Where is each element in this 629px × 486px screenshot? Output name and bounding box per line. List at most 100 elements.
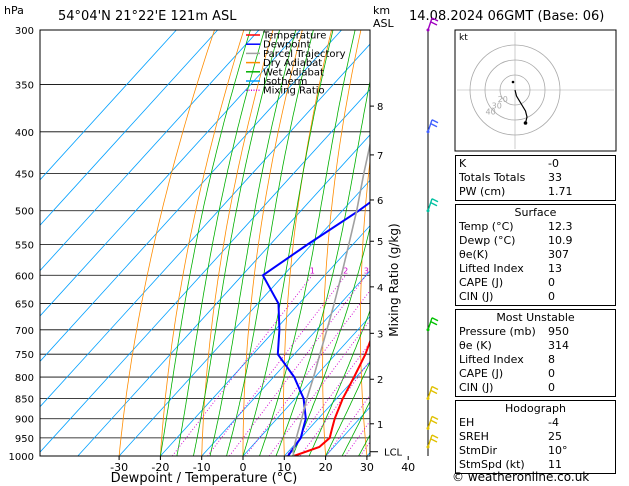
mixing-ratio-line xyxy=(171,275,313,456)
hodograph-stat-row: SREH 25 xyxy=(459,430,612,444)
surface-row: CAPE (J) 0 xyxy=(459,276,612,290)
surface-value: 13 xyxy=(548,262,562,275)
mixing-ratio-label: 10 xyxy=(428,266,438,275)
isotherm xyxy=(40,43,370,408)
isotherm xyxy=(40,30,342,362)
dry-adiabat xyxy=(359,157,370,456)
wind-barb-flag xyxy=(431,434,439,439)
wind-barb-staff xyxy=(427,198,433,211)
wet-adiabat xyxy=(292,226,370,456)
pressure-tick-label: 750 xyxy=(15,350,34,361)
isotherm xyxy=(242,315,370,456)
dry-adiabat xyxy=(322,30,362,456)
wet-adiabat xyxy=(341,400,370,456)
legend-label: Temperature xyxy=(262,31,326,42)
surface-label: CAPE (J) xyxy=(459,276,504,289)
isotherm xyxy=(201,270,370,456)
wet-adiabat xyxy=(193,30,280,456)
wind-barb-flag xyxy=(430,21,438,26)
totals-totals-row: Totals Totals 33 xyxy=(459,171,562,184)
hodograph-stat-value: 25 xyxy=(548,430,562,443)
wet-adiabat xyxy=(176,30,265,456)
surface-label: Lifted Index xyxy=(459,262,524,275)
datetime-title: 14.08.2024 06GMT (Base: 06) xyxy=(409,9,604,24)
x-tick-label: 40 xyxy=(401,461,415,474)
pressure-tick-label: 800 xyxy=(15,373,34,384)
x-tick-label: 30 xyxy=(360,461,374,474)
legend-label: Wet Adiabat xyxy=(263,67,324,78)
wind-barb-flag xyxy=(431,119,439,124)
wind-barb-flag xyxy=(431,415,439,421)
mixing-ratio-line xyxy=(268,319,370,456)
x-tick-label: -30 xyxy=(110,461,128,474)
x-tick-label: -20 xyxy=(151,461,169,474)
wet-adiabat xyxy=(226,30,314,456)
wet-adiabat xyxy=(160,30,251,456)
isotherm xyxy=(40,30,177,181)
mixing-ratio-axis-title: Mixing Ratio (g/kg) xyxy=(387,223,401,336)
asl-unit-label: ASL xyxy=(373,17,395,30)
most-unstable-row: Lifted Index 8 xyxy=(459,353,612,367)
wind-barb xyxy=(426,17,439,32)
dry-adiabat xyxy=(242,30,303,456)
surface-row: θe(K) 307 xyxy=(459,248,612,262)
isotherm xyxy=(118,179,370,456)
pw-row: PW (cm) 1.71 xyxy=(459,185,573,198)
km-tick-label: 6 xyxy=(377,196,383,207)
pressure-tick-label: 350 xyxy=(15,81,34,92)
most-unstable-row: CIN (J) 0 xyxy=(459,381,612,395)
surface-row: Dewp (°C) 10.9 xyxy=(459,234,612,248)
location-title: 54°04'N 21°22'E 121m ASL xyxy=(58,9,237,24)
hodograph-trace xyxy=(514,89,528,124)
surface-value: 0 xyxy=(548,290,555,303)
isotherm xyxy=(40,30,301,317)
pressure-tick-label: 900 xyxy=(15,415,34,426)
surface-title: Surface xyxy=(514,206,557,219)
mixing-ratio-label: 3 xyxy=(364,266,369,275)
most-unstable-value: 0 xyxy=(548,367,555,380)
wind-barb xyxy=(426,385,439,400)
most-unstable-label: CAPE (J) xyxy=(459,367,504,380)
surface-value: 0 xyxy=(548,276,555,289)
wind-barb-flag xyxy=(431,317,439,322)
pressure-tick-label: 400 xyxy=(15,128,34,139)
hodograph-stat-value: 10° xyxy=(548,444,568,457)
wind-barb xyxy=(426,415,439,430)
pressure-tick-label: 850 xyxy=(15,394,34,405)
wind-barb-staff xyxy=(427,434,433,448)
km-tick-label: 2 xyxy=(377,375,383,386)
surface-label: CIN (J) xyxy=(459,290,494,303)
wind-barb-dot xyxy=(426,130,430,134)
wind-barb-staff xyxy=(427,119,433,133)
dry-adiabat xyxy=(624,30,629,456)
legend-label: Isotherm xyxy=(263,77,307,88)
hodograph-end-dot xyxy=(523,121,528,125)
wind-barb-flag xyxy=(431,17,439,22)
most-unstable-label: Pressure (mb) xyxy=(459,325,536,338)
most-unstable-value: 0 xyxy=(548,381,555,394)
copyright-footer[interactable]: © weatheronline.co.uk xyxy=(452,470,590,484)
wind-barb-flag xyxy=(431,385,439,391)
x-axis-title: Dewpoint / Temperature (°C) xyxy=(111,471,298,486)
wind-barb-flag xyxy=(430,419,438,425)
pressure-tick-label: 550 xyxy=(15,240,34,251)
most-unstable-label: θe (K) xyxy=(459,339,492,352)
hodograph-ring-label: 30 xyxy=(492,101,502,110)
wet-adiabat xyxy=(259,30,356,456)
hodograph-stat-row: StmSpd (kt) 11 xyxy=(459,458,612,472)
legend-label: Dry Adiabat xyxy=(263,58,322,69)
hodograph-stat-row: EH -4 xyxy=(459,416,612,430)
mixing-ratio-label: 2 xyxy=(343,266,348,275)
basic-indices-box: K -0 Totals Totals 33 PW (cm) 1.71 xyxy=(455,155,616,201)
km-tick-label: 5 xyxy=(377,237,383,248)
wind-barb xyxy=(426,317,439,332)
km-tick-label: 1 xyxy=(377,420,383,431)
temperature-line xyxy=(293,338,370,456)
most-unstable-row: CAPE (J) 0 xyxy=(459,367,612,381)
surface-value: 307 xyxy=(548,248,569,261)
wind-barb-dot xyxy=(426,426,430,430)
most-unstable-label: CIN (J) xyxy=(459,381,494,394)
surface-value: 10.9 xyxy=(548,234,573,247)
pressure-tick-label: 600 xyxy=(15,271,34,282)
